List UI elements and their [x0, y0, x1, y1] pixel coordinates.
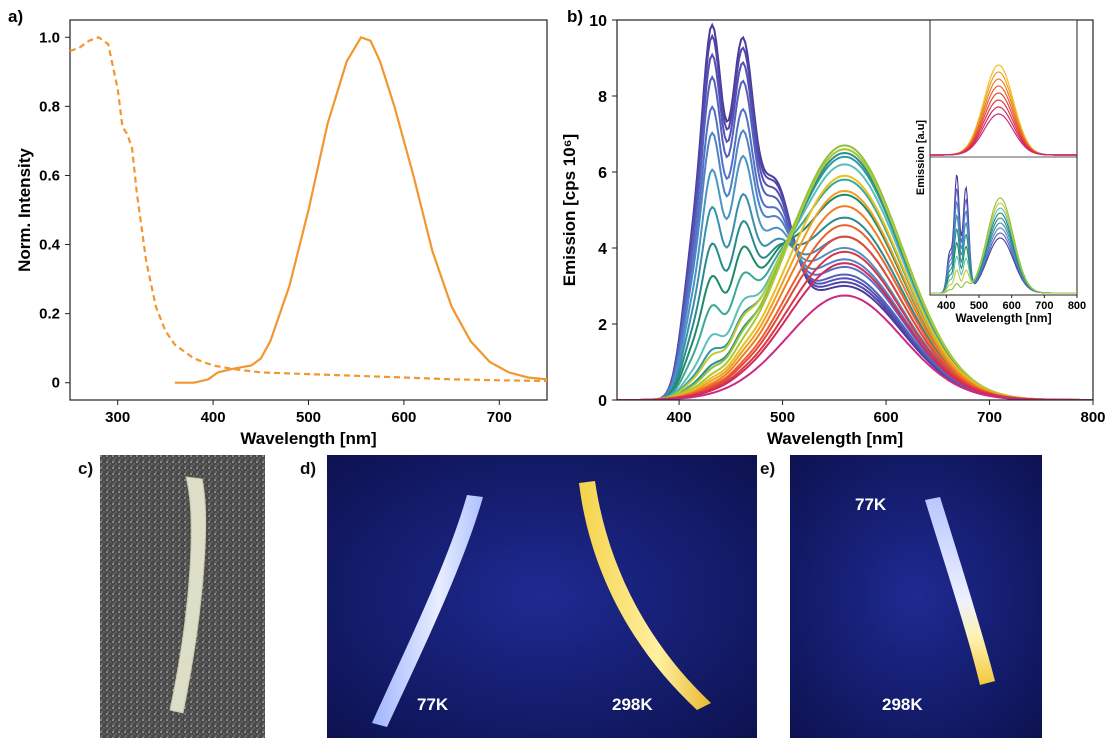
y-axis-label: Norm. Intensity: [15, 148, 34, 272]
inset-x-tick-label: 400: [937, 300, 955, 312]
crystal-rod: [169, 476, 207, 714]
crystal-rod-gradient: [925, 497, 995, 685]
inset-y-axis-label: Emission [a.u]: [915, 120, 927, 196]
series-group: [617, 22, 1093, 400]
crystal-photo-uv-comparison: [327, 455, 757, 738]
inset-upper-series-8: [930, 113, 1077, 156]
y-tick-label: 0.8: [39, 98, 60, 115]
x-tick-label: 500: [770, 409, 795, 426]
y-tick-label: 1.0: [39, 29, 60, 46]
x-tick-label: 800: [1080, 409, 1105, 426]
x-tick-label: 500: [296, 409, 321, 426]
panel-label-e: e): [760, 459, 776, 478]
crystal-photo-uv-gradient: [790, 455, 1042, 738]
y-tick-label: 0.2: [39, 306, 60, 323]
series-emission-solid: [174, 35, 548, 384]
x-axis-label: Wavelength [nm]: [240, 429, 376, 448]
y-axis-label: Emission [cps 10⁶]: [560, 134, 579, 286]
inset-x-axis-label: Wavelength [nm]: [955, 311, 1051, 325]
panel-label-d: d): [300, 459, 317, 478]
y-tick-label: 8: [598, 89, 607, 106]
label-77K: 77K: [417, 695, 449, 714]
x-tick-label: 600: [391, 409, 416, 426]
x-tick-label: 700: [487, 409, 512, 426]
x-tick-label: 600: [874, 409, 899, 426]
photo-e-wrapper: e) 77K 298K: [760, 455, 1110, 740]
inset-x-tick-label: 500: [970, 300, 988, 312]
y-tick-label: 0: [598, 393, 607, 410]
series-excitation-dashed: [69, 36, 548, 383]
chart-b: b) 0 2 4 6 8 10 400 500 600 700 800 Wavelength [nm]…: [560, 7, 1106, 448]
plot-frame: [616, 19, 1094, 401]
panel-label-c: c): [78, 459, 94, 478]
photo-d-wrapper: d) 77K 298K: [300, 455, 762, 740]
photo-c-wrapper: c): [0, 455, 270, 740]
x-axis-label: Wavelength [nm]: [767, 429, 903, 448]
x-tick-label: 300: [105, 409, 130, 426]
x-tick-label: 400: [201, 409, 226, 426]
crystal-rod-298K: [579, 481, 711, 710]
label-298K: 298K: [882, 695, 923, 714]
crystal-rod-77K: [372, 495, 483, 727]
label-298K: 298K: [612, 695, 653, 714]
crystal-photo-ambient: [100, 455, 265, 738]
label-77K: 77K: [855, 495, 887, 514]
x-tick-label: 700: [977, 409, 1002, 426]
y-tick-label: 0.4: [39, 237, 61, 254]
y-tick-label: 10: [589, 13, 607, 30]
y-tick-label: 0.6: [39, 167, 60, 184]
x-tick-label: 400: [667, 409, 692, 426]
panel-label-a: a): [8, 7, 23, 26]
y-tick-label: 4: [598, 241, 607, 258]
y-tick-label: 2: [598, 317, 607, 334]
chart-a: a) 300 400 500 600 700 0 0.2 0.4 0.6 0.8 1.0 Wavele…: [8, 7, 548, 448]
inset-lower-series-9: [930, 197, 1077, 294]
inset-x-tick-label: 800: [1068, 300, 1086, 312]
panel-label-b: b): [567, 7, 583, 26]
inset-x-tick-label: 600: [1002, 300, 1020, 312]
inset-x-tick-label: 700: [1035, 300, 1053, 312]
emission-series-25: [617, 294, 1093, 400]
y-tick-label: 0: [52, 375, 60, 392]
y-tick-label: 6: [598, 165, 607, 182]
